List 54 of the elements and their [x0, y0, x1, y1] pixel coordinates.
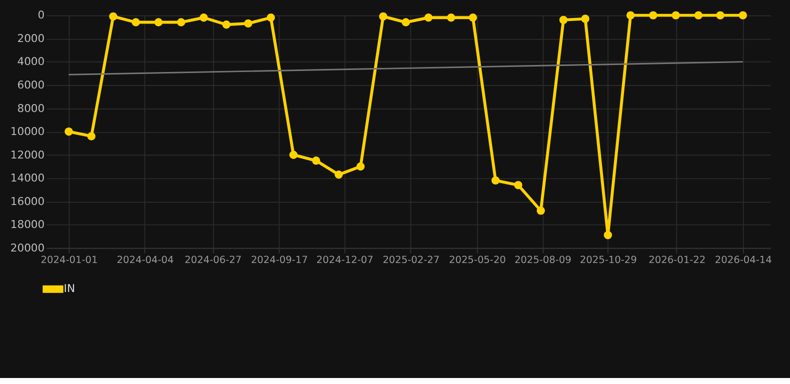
x-tick-label: 2024-01-01	[40, 255, 98, 266]
x-tick-label: 2025-08-09	[514, 255, 572, 266]
y-tick-label: 0	[38, 8, 45, 22]
point	[356, 162, 365, 171]
point	[468, 14, 478, 22]
x-tick-label: 2025-05-20	[448, 255, 506, 266]
point	[266, 14, 275, 22]
point	[244, 19, 252, 28]
point	[559, 16, 568, 24]
point	[716, 11, 724, 20]
point	[312, 156, 320, 165]
y-tick-label: 10000	[10, 125, 45, 138]
x-tick-label: 2025-02-27	[382, 255, 440, 266]
point	[424, 14, 433, 22]
point	[738, 11, 747, 20]
point	[491, 176, 500, 185]
point	[200, 14, 208, 22]
y-tick-label: 4000	[17, 55, 45, 68]
point	[604, 230, 612, 240]
point	[514, 180, 522, 190]
y-tick-label: 14000	[10, 172, 45, 185]
point	[379, 12, 388, 21]
point	[87, 132, 96, 140]
legend-label: IN	[64, 282, 76, 296]
point	[222, 20, 230, 29]
point	[334, 170, 343, 179]
x-tick-label: 2024-09-17	[250, 255, 308, 266]
point	[672, 11, 680, 20]
point	[536, 206, 545, 215]
x-tick-label: 2025-10-29	[580, 255, 637, 266]
x-tick-label: 2024-04-04	[116, 255, 174, 266]
point	[289, 150, 298, 159]
point	[177, 18, 186, 26]
point	[64, 127, 73, 136]
y-tick-label: 2000	[17, 32, 45, 45]
x-tick-label: 2024-12-07	[316, 255, 374, 266]
x-tick-label: 2026-04-14	[714, 255, 772, 266]
point	[626, 11, 635, 20]
point	[694, 11, 703, 20]
y-tick-label: 12000	[10, 148, 45, 162]
x-tick-label: 2024-06-27	[184, 255, 242, 266]
point	[402, 18, 410, 26]
point	[581, 14, 590, 23]
y-tick-label: 8000	[17, 102, 45, 115]
y-tick-label: 16000	[10, 194, 45, 208]
point	[649, 11, 658, 20]
y-tick-label: 18000	[10, 218, 45, 232]
x-tick-label: 2026-01-22	[648, 255, 706, 266]
point	[109, 12, 118, 21]
point	[132, 18, 140, 26]
point	[154, 18, 163, 26]
y-tick-label: 20000	[10, 241, 45, 254]
y-tick-label: 6000	[17, 78, 45, 92]
point	[446, 14, 456, 22]
